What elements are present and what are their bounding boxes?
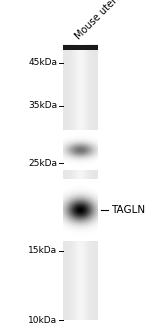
Text: 15kDa: 15kDa <box>28 246 57 255</box>
Text: 10kDa: 10kDa <box>28 316 57 325</box>
Text: Mouse uterus: Mouse uterus <box>73 0 127 42</box>
Text: 35kDa: 35kDa <box>28 101 57 110</box>
Text: 25kDa: 25kDa <box>28 159 57 168</box>
Text: 45kDa: 45kDa <box>28 58 57 67</box>
Text: TAGLN: TAGLN <box>111 206 145 215</box>
Bar <box>63 45 98 50</box>
Bar <box>63 45 98 320</box>
